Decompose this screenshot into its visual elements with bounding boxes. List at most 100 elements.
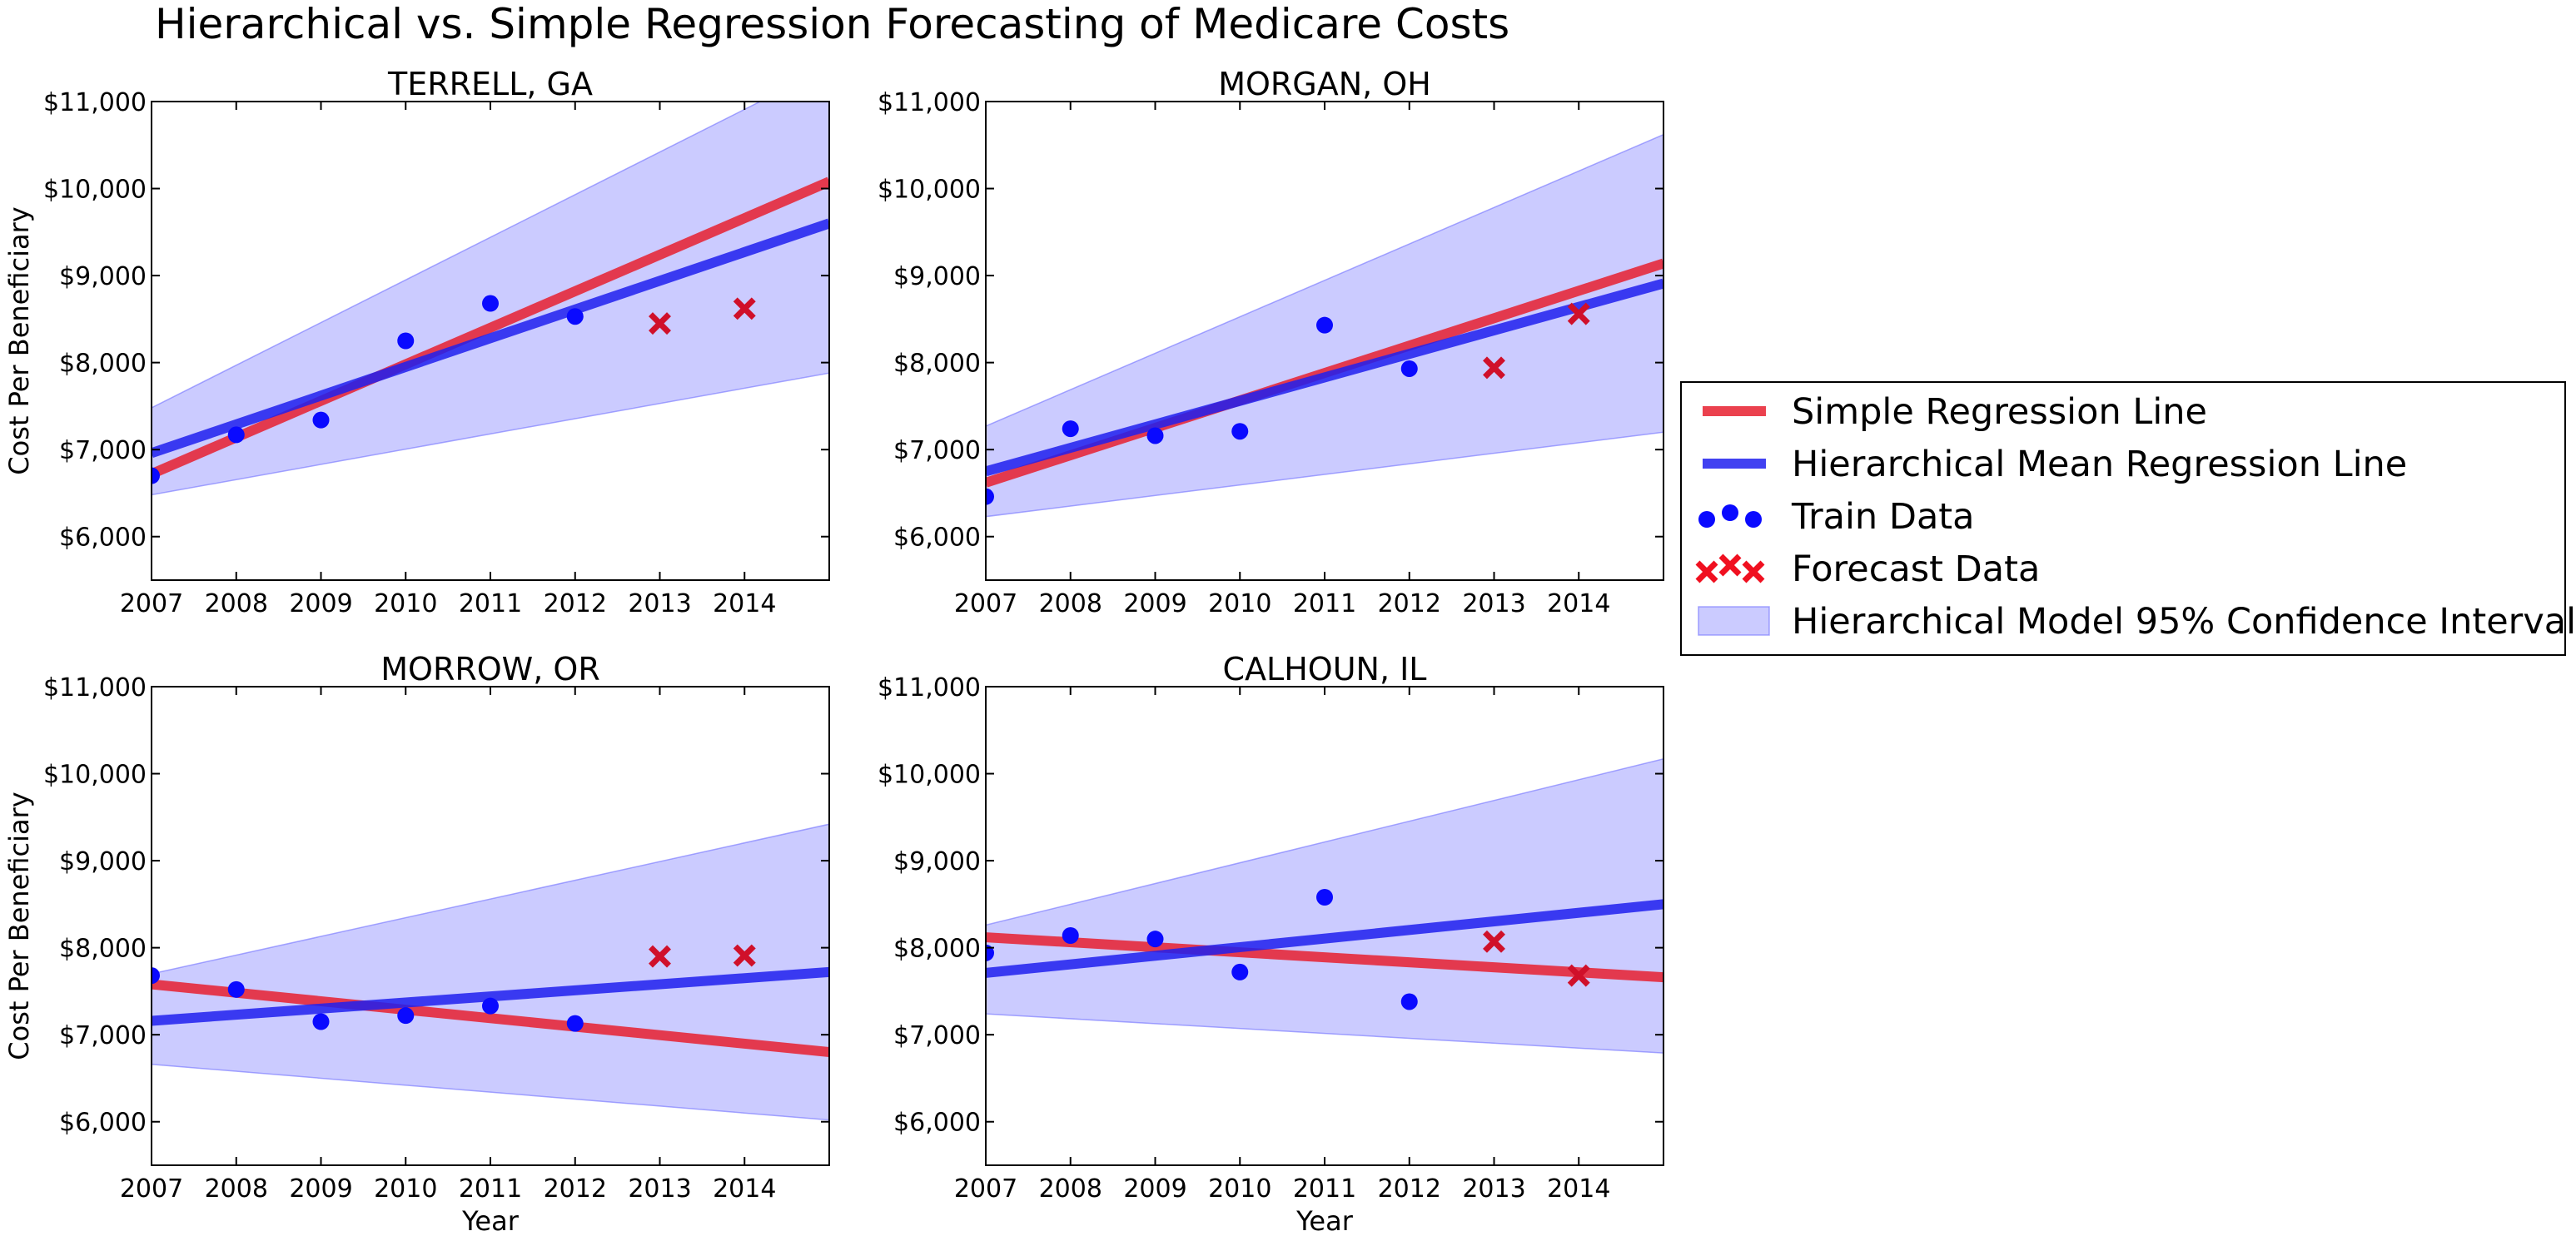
- legend: Simple Regression Line Hierarchical Mean …: [1680, 381, 2576, 656]
- x-axis-label: Year: [461, 1205, 520, 1236]
- x-tick-label: 2014: [1547, 1174, 1610, 1204]
- train-point: [1231, 963, 1249, 980]
- train-point: [227, 426, 245, 444]
- x-tick-label: 2012: [1378, 1174, 1441, 1204]
- simple-regression-line: [152, 176, 829, 479]
- forecast-point: [1483, 356, 1505, 380]
- hierarchical-regression-line: [152, 966, 829, 1026]
- train-point: [1146, 427, 1164, 444]
- x-tick-label: 2010: [1208, 589, 1271, 618]
- y-tick-label: $6,000: [59, 524, 147, 553]
- plot-area: [986, 758, 1663, 1054]
- x-tick-label: 2014: [713, 589, 776, 618]
- train-point: [312, 1013, 330, 1030]
- hierarchical-regression-line: [986, 278, 1663, 477]
- x-tick-label: 2010: [374, 1174, 437, 1204]
- y-tick-label: $7,000: [59, 436, 147, 465]
- forecast-point: [1483, 930, 1505, 953]
- confidence-band: [152, 823, 829, 1121]
- x-tick-label: 2011: [1293, 1174, 1356, 1204]
- forecast-point: [1567, 964, 1590, 987]
- y-tick-label: $9,000: [59, 847, 147, 876]
- plot-area: [152, 823, 829, 1121]
- train-point: [397, 332, 415, 350]
- y-tick-label: $6,000: [893, 1109, 981, 1138]
- forecast-point: [733, 297, 756, 320]
- x-tick-label: 2011: [459, 589, 522, 618]
- train-point: [1062, 420, 1079, 438]
- x-tick-label: 2009: [1123, 1174, 1186, 1204]
- panel-title: CALHOUN, IL: [1223, 651, 1427, 687]
- legend-label: Hierarchical Model 95% Confidence Interv…: [1792, 601, 2576, 643]
- x-tick-label: 2014: [1547, 589, 1610, 618]
- x-tick-label: 2007: [120, 589, 183, 618]
- y-tick-label: $9,000: [893, 847, 981, 876]
- x-tick-label: 2007: [954, 589, 1017, 618]
- x-tick-label: 2009: [289, 589, 352, 618]
- train-point: [1231, 423, 1249, 440]
- panel-title: MORGAN, OH: [1218, 66, 1431, 102]
- chart-panel: 2007 2008 2009 2010 2011 2012 2013 2014 $6,000 $7…: [878, 651, 1664, 1236]
- x-tick-label: 2013: [628, 1174, 691, 1204]
- legend-label: Hierarchical Mean Regression Line: [1792, 444, 2407, 485]
- y-tick-label: $8,000: [59, 935, 147, 964]
- chart-panel: 2007 2008 2009 2010 2011 2012 2013 2014 $6,000 $7…: [3, 651, 830, 1236]
- train-point: [566, 1015, 584, 1032]
- y-axis-label: Cost Per Beneficiary: [3, 792, 35, 1060]
- legend-item-forecast: Forecast Data: [1695, 549, 2040, 590]
- x-tick-label: 2008: [205, 1174, 268, 1204]
- x-tick-label: 2007: [954, 1174, 1017, 1204]
- plot-area: [152, 102, 829, 496]
- x-tick-label: 2008: [205, 589, 268, 618]
- legend-item-simple: Simple Regression Line: [1703, 391, 2207, 433]
- train-point: [986, 944, 994, 961]
- y-tick-label: $6,000: [59, 1109, 147, 1138]
- x-tick-label: 2008: [1039, 589, 1102, 618]
- train-point: [1062, 927, 1079, 944]
- y-tick-label: $9,000: [59, 262, 147, 291]
- y-tick-label: $7,000: [893, 436, 981, 465]
- train-point: [1316, 889, 1333, 906]
- train-point: [1400, 360, 1418, 377]
- hierarchical-regression-line: [152, 218, 829, 459]
- legend-item-train: Train Data: [1698, 496, 1975, 538]
- x-tick-label: 2012: [544, 1174, 607, 1204]
- legend-label: Train Data: [1791, 496, 1975, 538]
- plot-area: [986, 133, 1663, 518]
- train-point: [227, 980, 245, 998]
- x-tick-label: 2011: [459, 1174, 522, 1204]
- y-tick-label: $6,000: [893, 524, 981, 553]
- x-tick-label: 2011: [1293, 589, 1356, 618]
- figure-title: Hierarchical vs. Simple Regression Forec…: [155, 0, 1509, 48]
- y-axis-label: Cost Per Beneficiary: [3, 206, 35, 474]
- x-tick-label: 2009: [1123, 589, 1186, 618]
- train-point: [152, 967, 160, 985]
- hierarchical-regression-line: [986, 899, 1663, 978]
- x-tick-label: 2007: [120, 1174, 183, 1204]
- x-tick-label: 2008: [1039, 1174, 1102, 1204]
- simple-regression-line: [152, 979, 829, 1058]
- y-tick-label: $11,000: [43, 88, 147, 117]
- y-tick-label: $10,000: [43, 176, 147, 205]
- confidence-band: [986, 758, 1663, 1054]
- y-tick-label: $8,000: [59, 350, 147, 379]
- forecast-point: [649, 945, 671, 968]
- x-tick-label: 2010: [374, 589, 437, 618]
- y-tick-label: $10,000: [43, 761, 147, 790]
- train-point: [312, 411, 330, 429]
- train-point: [1146, 931, 1164, 948]
- train-point: [1316, 316, 1333, 334]
- train-point: [986, 488, 994, 505]
- panel-title: MORROW, OR: [380, 651, 599, 687]
- y-tick-label: $11,000: [43, 673, 147, 702]
- y-tick-label: $7,000: [59, 1021, 147, 1050]
- legend-label: Simple Regression Line: [1792, 391, 2207, 433]
- train-point: [397, 1007, 415, 1025]
- y-tick-label: $9,000: [893, 262, 981, 291]
- chart-panel: 2007 2008 2009 2010 2011 2012 2013 2014 $6,000 $7…: [878, 66, 1664, 618]
- x-tick-label: 2012: [544, 589, 607, 618]
- train-point: [482, 997, 499, 1015]
- legend-label: Forecast Data: [1792, 549, 2040, 590]
- x-axis-label: Year: [1295, 1205, 1354, 1236]
- y-tick-label: $11,000: [878, 673, 981, 702]
